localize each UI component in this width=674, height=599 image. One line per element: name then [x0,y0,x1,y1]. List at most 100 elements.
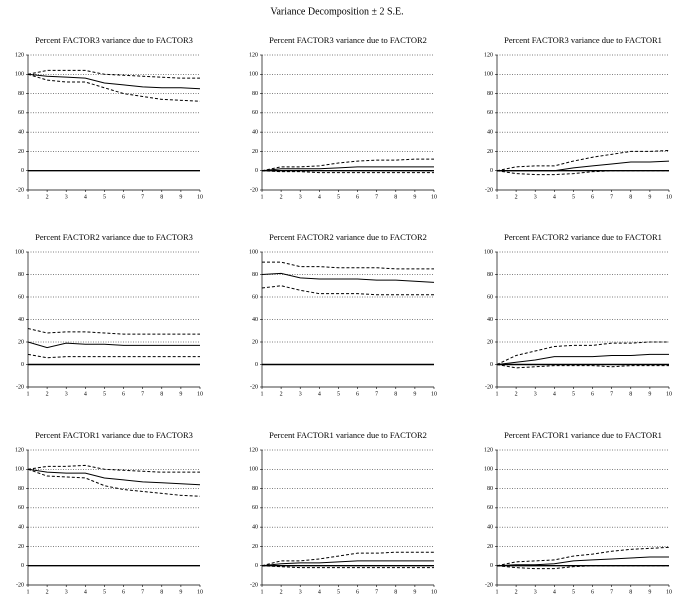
x-tick-label: 2 [515,589,518,595]
x-tick-label: 10 [431,589,437,595]
x-tick-label: 1 [27,589,30,595]
x-tick-label: 7 [375,589,378,595]
y-tick-label: 100 [15,72,24,78]
panel-title: Percent FACTOR2 variance due to FACTOR2 [269,232,427,242]
y-tick-label: -20 [485,582,493,588]
estimate-line [496,353,669,365]
x-tick-label: 10 [666,589,672,595]
y-tick-label: 0 [255,362,258,368]
y-tick-label: 100 [249,72,258,78]
x-tick-label: 9 [179,391,182,397]
x-tick-label: 3 [65,194,68,200]
y-tick-label: 120 [15,52,24,58]
x-tick-label: 2 [46,589,49,595]
y-tick-label: 80 [487,486,493,492]
x-tick-label: 6 [122,194,125,200]
x-tick-label: 7 [141,391,144,397]
y-tick-label: 80 [18,272,24,278]
y-tick-label: -20 [16,187,24,193]
x-tick-label: 3 [299,391,302,397]
y-tick-label: 60 [18,505,24,511]
x-tick-label: 5 [337,391,340,397]
y-tick-label: 80 [252,91,258,97]
x-tick-label: 5 [103,589,106,595]
band-line [496,546,670,567]
estimate-line [261,560,434,567]
x-tick-label: 4 [553,589,556,595]
estimate-line [261,272,435,283]
x-tick-label: 6 [356,194,359,200]
y-tick-label: 60 [18,294,24,300]
x-tick-label: 1 [27,391,30,397]
y-tick-label: 0 [255,168,258,174]
y-tick-label: 40 [487,525,493,531]
band-line [261,551,434,567]
x-tick-label: 6 [356,391,359,397]
band-line [27,69,200,79]
y-tick-label: 20 [487,544,493,550]
y-tick-label: 40 [252,130,258,136]
band-line [262,261,434,270]
band-line [261,285,434,296]
x-tick-label: 4 [318,391,321,397]
y-tick-label: -20 [16,384,24,390]
y-tick-label: 0 [490,362,493,368]
x-tick-label: 6 [591,391,594,397]
y-tick-label: 20 [252,149,258,155]
panel-title: Percent FACTOR2 variance due to FACTOR1 [504,232,662,242]
x-tick-label: 4 [553,391,556,397]
x-tick-label: 10 [666,194,672,200]
x-tick-label: 10 [197,391,203,397]
x-tick-label: 6 [591,194,594,200]
y-tick-label: 100 [484,249,493,255]
x-tick-label: 2 [515,391,518,397]
x-tick-label: 7 [141,589,144,595]
x-tick-label: 2 [280,194,283,200]
x-tick-label: 7 [610,194,613,200]
x-tick-label: 5 [572,194,575,200]
x-tick-label: 8 [629,194,632,200]
x-tick-label: 7 [610,589,613,595]
y-tick-label: 60 [18,110,24,116]
x-tick-label: 1 [261,391,264,397]
y-tick-label: 40 [18,317,24,323]
band-line [27,464,200,473]
estimate-line [27,341,200,349]
x-tick-label: 6 [591,589,594,595]
band-line [261,158,434,172]
x-tick-label: 3 [65,589,68,595]
y-tick-label: 0 [490,168,493,174]
panel-title: Percent FACTOR1 variance due to FACTOR3 [35,430,193,440]
band-line [27,73,201,102]
y-tick-label: -20 [250,582,258,588]
band-line [496,565,669,570]
estimate-line [261,166,434,172]
y-tick-label: 40 [487,130,493,136]
band-line [496,170,669,176]
y-tick-label: 100 [249,467,258,473]
x-tick-label: 5 [103,391,106,397]
x-tick-label: 3 [534,589,537,595]
x-tick-label: 8 [160,391,163,397]
x-tick-label: 5 [572,391,575,397]
band-line [261,565,434,569]
x-tick-label: 9 [413,589,416,595]
panel-title: Percent FACTOR3 variance due to FACTOR1 [504,35,662,45]
x-tick-label: 10 [197,589,203,595]
y-tick-label: -20 [250,187,258,193]
y-tick-label: 80 [487,272,493,278]
x-tick-label: 2 [280,391,283,397]
band-line [496,364,669,369]
y-tick-label: 120 [484,447,493,453]
y-tick-label: 80 [252,486,258,492]
x-tick-label: 5 [103,194,106,200]
x-tick-label: 7 [375,194,378,200]
y-tick-label: 60 [487,110,493,116]
x-tick-label: 8 [160,589,163,595]
x-tick-label: 8 [394,589,397,595]
x-tick-label: 5 [337,194,340,200]
x-tick-label: 7 [375,391,378,397]
y-tick-label: 100 [15,467,24,473]
y-tick-label: 20 [18,149,24,155]
